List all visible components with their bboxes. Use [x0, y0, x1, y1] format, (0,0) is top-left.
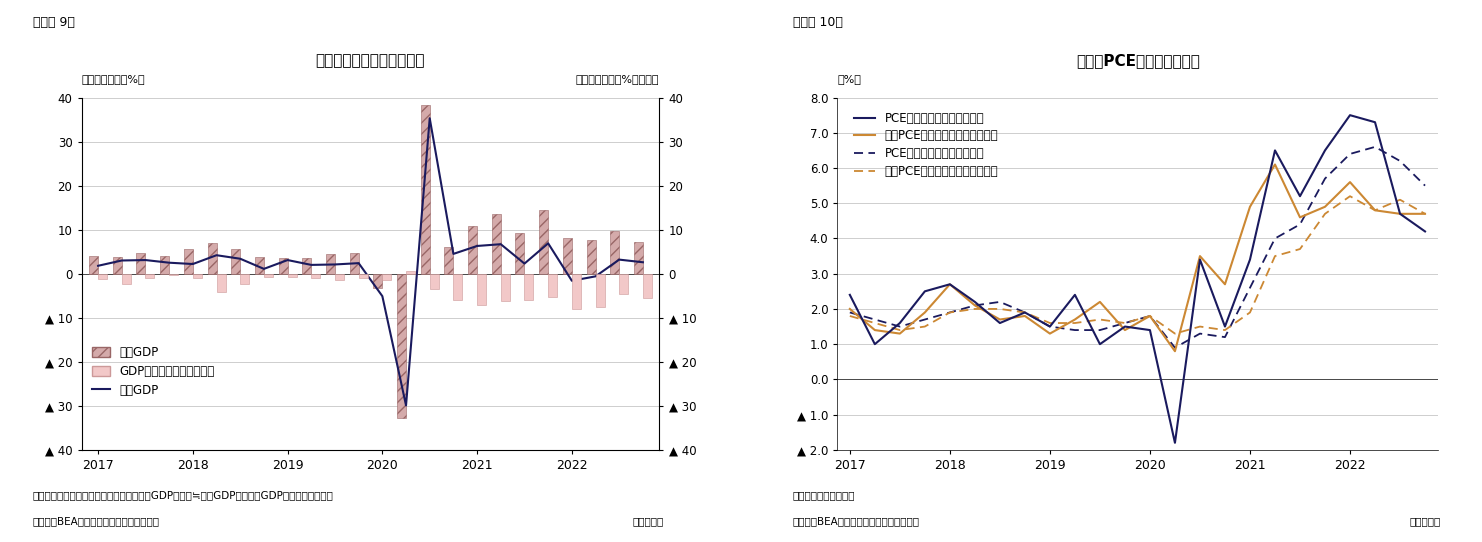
Bar — [468, 225, 477, 274]
Bar — [231, 249, 240, 274]
Text: 米国の名目と実質の成長率: 米国の名目と実質の成長率 — [316, 53, 425, 68]
Text: （四半期）: （四半期） — [633, 516, 664, 526]
Bar — [136, 254, 145, 274]
Bar — [382, 274, 391, 280]
Text: （注）季節調整済系列: （注）季節調整済系列 — [793, 491, 855, 500]
Bar — [145, 274, 154, 278]
Bar — [492, 214, 501, 274]
Bar — [611, 231, 619, 274]
Text: （四半期）: （四半期） — [1409, 516, 1441, 526]
Text: （資料）BEAよりニッセイ基礎研究所作成: （資料）BEAよりニッセイ基礎研究所作成 — [793, 516, 920, 526]
Bar — [430, 274, 439, 289]
Bar — [335, 274, 344, 280]
Bar — [634, 242, 643, 274]
Bar — [279, 259, 288, 274]
Bar — [302, 259, 311, 274]
Bar — [184, 249, 193, 274]
Text: （図表 10）: （図表 10） — [793, 16, 843, 29]
Bar — [516, 233, 525, 274]
Text: （前期比年率、%、逆軸）: （前期比年率、%、逆軸） — [576, 74, 659, 84]
Bar — [453, 274, 462, 300]
Bar — [160, 256, 169, 274]
Bar — [643, 274, 652, 298]
Text: （%）: （%） — [837, 74, 861, 84]
Bar — [596, 274, 605, 307]
Bar — [587, 240, 596, 274]
Legend: PCE価格指数（前期比年率）, コアPCE価格指数（前期比年率）, PCE価格指数（前年同期比）, コアPCE価格指数（前年同期比）: PCE価格指数（前期比年率）, コアPCE価格指数（前期比年率）, PCE価格指… — [849, 107, 1003, 183]
Bar — [350, 254, 359, 274]
Bar — [240, 274, 249, 284]
Bar — [288, 274, 296, 278]
Text: （前期比年率、%）: （前期比年率、%） — [82, 74, 145, 84]
Bar — [501, 274, 510, 301]
Bar — [359, 274, 368, 278]
Bar — [169, 274, 178, 275]
Bar — [193, 274, 202, 278]
Text: 米国のPCE価格指数伸び率: 米国のPCE価格指数伸び率 — [1076, 53, 1200, 68]
Bar — [421, 105, 430, 274]
Bar — [264, 274, 273, 278]
Legend: 名目GDP, GDPデフレータ（右逆軸）, 実質GDP: 名目GDP, GDPデフレータ（右逆軸）, 実質GDP — [87, 341, 219, 402]
Text: （図表 9）: （図表 9） — [33, 16, 74, 29]
Bar — [563, 238, 572, 274]
Bar — [373, 274, 382, 288]
Bar — [311, 274, 320, 278]
Bar — [255, 257, 264, 274]
Bar — [98, 274, 107, 280]
Bar — [113, 257, 122, 274]
Bar — [525, 274, 534, 300]
Text: （注）季節調整済系列の前期比年率、実質GDP伸び率≒名目GDP伸び率－GDPデフレータ伸び率: （注）季節調整済系列の前期比年率、実質GDP伸び率≒名目GDP伸び率－GDPデフ… — [33, 491, 333, 500]
Bar — [539, 210, 548, 274]
Text: （資料）BEAよりニッセイ基礎研究所作成: （資料）BEAよりニッセイ基礎研究所作成 — [33, 516, 160, 526]
Bar — [397, 274, 406, 418]
Bar — [477, 274, 486, 306]
Bar — [122, 274, 130, 284]
Bar — [445, 247, 453, 274]
Bar — [548, 274, 557, 298]
Bar — [207, 243, 216, 274]
Bar — [406, 270, 415, 274]
Bar — [216, 274, 225, 292]
Bar — [89, 256, 98, 274]
Bar — [619, 274, 628, 294]
Bar — [326, 254, 335, 274]
Bar — [572, 274, 581, 309]
